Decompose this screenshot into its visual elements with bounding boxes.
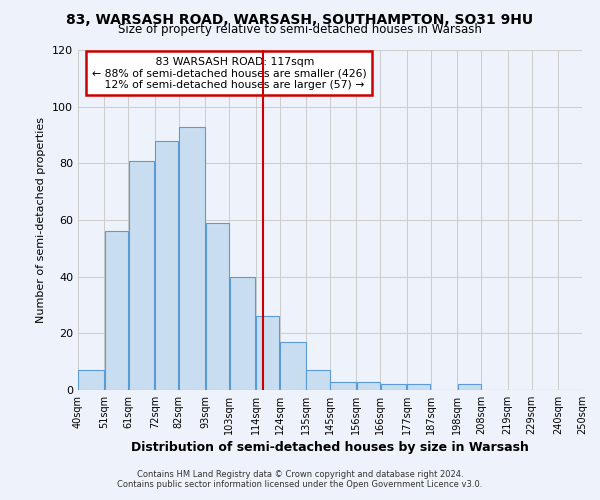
Bar bbox=[381, 384, 406, 390]
Bar bbox=[458, 384, 481, 390]
Text: 83, WARSASH ROAD, WARSASH, SOUTHAMPTON, SO31 9HU: 83, WARSASH ROAD, WARSASH, SOUTHAMPTON, … bbox=[67, 12, 533, 26]
Text: Contains HM Land Registry data © Crown copyright and database right 2024.
Contai: Contains HM Land Registry data © Crown c… bbox=[118, 470, 482, 489]
Bar bbox=[105, 232, 128, 390]
Bar bbox=[407, 384, 430, 390]
Bar bbox=[280, 342, 305, 390]
Bar bbox=[155, 140, 178, 390]
Bar bbox=[79, 370, 104, 390]
Bar bbox=[256, 316, 279, 390]
Y-axis label: Number of semi-detached properties: Number of semi-detached properties bbox=[37, 117, 46, 323]
Bar bbox=[129, 160, 154, 390]
Text: 83 WARSASH ROAD: 117sqm
← 88% of semi-detached houses are smaller (426)
   12% o: 83 WARSASH ROAD: 117sqm ← 88% of semi-de… bbox=[92, 57, 367, 90]
Bar bbox=[307, 370, 329, 390]
X-axis label: Distribution of semi-detached houses by size in Warsash: Distribution of semi-detached houses by … bbox=[131, 441, 529, 454]
Text: Size of property relative to semi-detached houses in Warsash: Size of property relative to semi-detach… bbox=[118, 22, 482, 36]
Bar bbox=[230, 276, 255, 390]
Bar bbox=[357, 382, 380, 390]
Bar bbox=[331, 382, 356, 390]
Bar bbox=[179, 126, 205, 390]
Bar bbox=[206, 223, 229, 390]
